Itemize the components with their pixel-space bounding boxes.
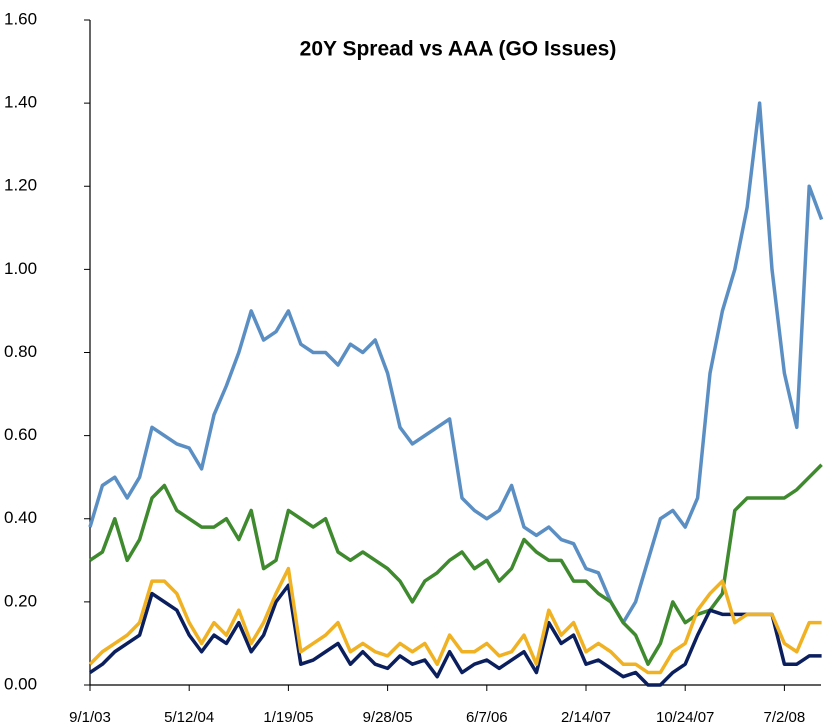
x-tick-label: 6/7/06 xyxy=(466,709,508,726)
series-line xyxy=(89,583,822,687)
y-tick-label: 0.20 xyxy=(4,591,37,610)
y-tick-label: 0.60 xyxy=(4,425,37,444)
series-line xyxy=(89,463,823,666)
y-tick-label: 1.20 xyxy=(4,176,37,195)
series-line xyxy=(88,566,822,675)
x-tick-label: 1/19/05 xyxy=(263,709,313,726)
y-tick-label: 0.80 xyxy=(4,342,37,361)
x-tick-label: 9/1/03 xyxy=(69,709,111,726)
x-tick-label: 5/12/04 xyxy=(164,709,214,726)
series-line xyxy=(88,101,824,625)
y-tick-label: 1.00 xyxy=(4,259,37,278)
x-tick-label: 10/24/07 xyxy=(656,709,714,726)
x-tick-label: 9/28/05 xyxy=(363,709,413,726)
x-tick-label: 7/2/08 xyxy=(764,709,806,726)
y-tick-label: 0.40 xyxy=(4,508,37,527)
x-tick-label: 2/14/07 xyxy=(561,709,611,726)
y-tick-label: 0.00 xyxy=(4,674,37,693)
y-tick-label: 1.40 xyxy=(4,93,37,112)
chart-title: 20Y Spread vs AAA (GO Issues) xyxy=(300,38,617,61)
y-tick-label: 1.60 xyxy=(4,9,37,28)
